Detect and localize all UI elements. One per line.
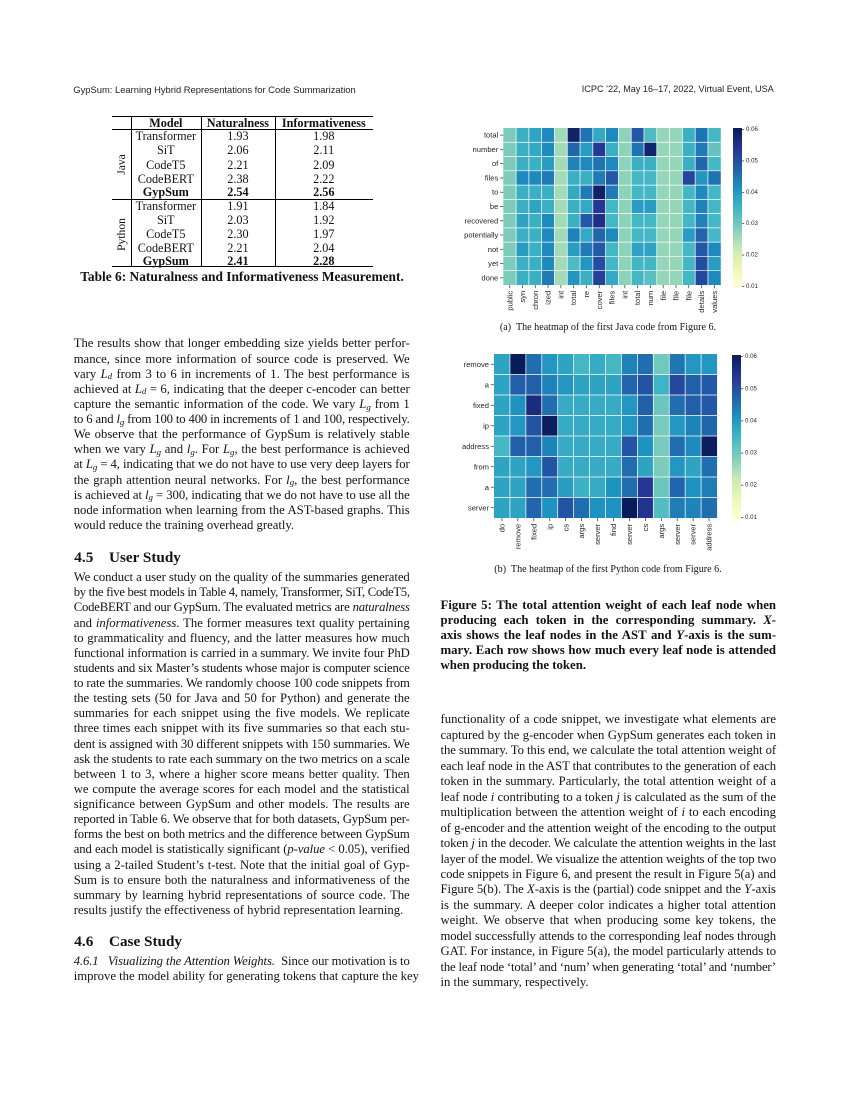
svg-text:fixed: fixed: [529, 524, 538, 540]
svg-text:0.06: 0.06: [746, 126, 758, 133]
svg-text:cs: cs: [561, 524, 570, 532]
svg-text:cs: cs: [641, 524, 650, 532]
svg-text:details: details: [697, 291, 706, 313]
svg-text:file: file: [672, 291, 681, 301]
svg-text:of: of: [492, 159, 499, 168]
svg-text:0.04: 0.04: [746, 189, 758, 196]
svg-text:0.01: 0.01: [745, 514, 757, 521]
svg-text:0.05: 0.05: [745, 385, 757, 392]
svg-text:a: a: [485, 483, 490, 492]
svg-text:chron: chron: [531, 291, 540, 310]
svg-text:re: re: [582, 291, 591, 298]
svg-text:args: args: [657, 524, 666, 539]
svg-text:int: int: [556, 290, 565, 299]
svg-text:from: from: [474, 462, 489, 471]
svg-text:values: values: [710, 291, 719, 313]
svg-text:done: done: [481, 273, 498, 282]
svg-text:server: server: [593, 523, 602, 545]
svg-text:0.04: 0.04: [745, 417, 757, 424]
svg-text:server: server: [468, 503, 490, 512]
svg-text:0.02: 0.02: [745, 482, 757, 489]
svg-text:file: file: [659, 291, 668, 301]
svg-text:not: not: [488, 245, 499, 254]
svg-text:to: to: [492, 188, 498, 197]
svg-text:total: total: [569, 290, 578, 305]
svg-text:ip: ip: [483, 421, 489, 430]
svg-text:server: server: [689, 523, 698, 545]
svg-text:args: args: [577, 524, 586, 539]
svg-text:0.02: 0.02: [746, 252, 758, 259]
svg-text:file: file: [684, 291, 693, 301]
svg-text:server: server: [673, 523, 682, 545]
svg-text:ip: ip: [545, 524, 554, 530]
svg-text:be: be: [490, 202, 498, 211]
svg-text:int: int: [620, 290, 629, 299]
svg-text:syn: syn: [518, 291, 527, 303]
svg-text:0.03: 0.03: [746, 220, 758, 227]
svg-text:public: public: [505, 291, 514, 311]
svg-text:cover: cover: [595, 290, 604, 309]
svg-text:a: a: [485, 380, 490, 389]
svg-text:files: files: [608, 291, 617, 305]
svg-text:potentially: potentially: [464, 231, 498, 240]
svg-text:num: num: [646, 291, 655, 306]
svg-text:address: address: [462, 442, 489, 451]
svg-text:total: total: [484, 131, 499, 140]
svg-text:do: do: [498, 524, 507, 532]
svg-text:recovered: recovered: [465, 216, 499, 225]
svg-text:server: server: [625, 523, 634, 545]
svg-text:ized: ized: [544, 291, 553, 305]
svg-text:files: files: [485, 173, 499, 182]
svg-text:find: find: [609, 524, 618, 536]
svg-text:remove: remove: [464, 360, 489, 369]
svg-text:fixed: fixed: [473, 401, 489, 410]
svg-text:0.06: 0.06: [745, 353, 757, 360]
svg-text:total: total: [633, 290, 642, 305]
svg-text:number: number: [473, 145, 499, 154]
svg-text:remove: remove: [514, 524, 523, 549]
svg-text:yet: yet: [488, 259, 499, 268]
svg-text:0.01: 0.01: [746, 283, 758, 290]
svg-text:address: address: [705, 524, 714, 551]
svg-text:0.05: 0.05: [746, 157, 758, 164]
svg-text:0.03: 0.03: [745, 450, 757, 457]
